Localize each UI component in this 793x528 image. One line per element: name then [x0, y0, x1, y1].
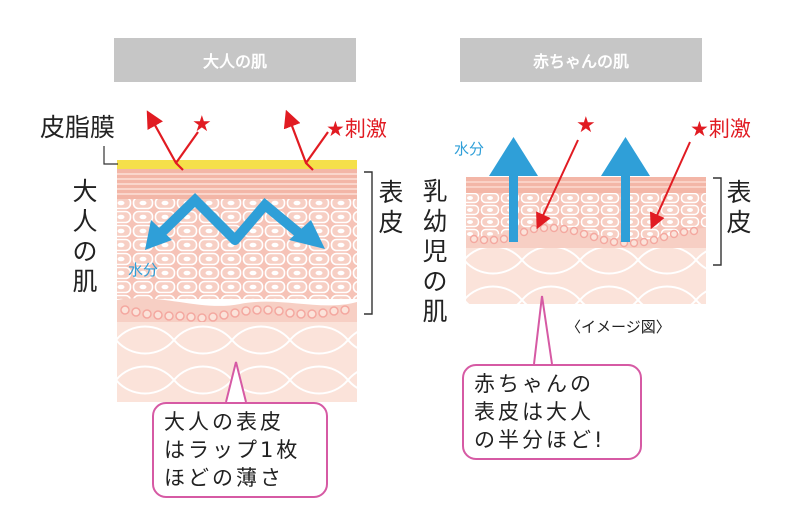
adult-water-label: 水分 [128, 261, 159, 279]
baby-callout-pointer [533, 295, 553, 365]
adult-callout-line-2: はラップ1枚 [164, 438, 301, 462]
baby-skin-block [466, 177, 706, 304]
adult-side-char-4: 肌 [72, 267, 98, 296]
baby-side-char-4: の [422, 267, 448, 296]
baby-epidermis-label: 表 皮 [724, 178, 754, 238]
adult-callout: 大人の表皮 はラップ1枚 ほどの薄さ [152, 402, 328, 498]
baby-side-char-1: 乳 [422, 177, 448, 206]
adult-water-arrowhead-right [289, 220, 325, 249]
baby-stratum-corneum [466, 177, 706, 193]
adult-callout-pointer [225, 361, 247, 403]
adult-sebum-layer [117, 160, 357, 169]
adult-epidermis-bracket [364, 171, 373, 315]
baby-water-label: 水分 [454, 140, 485, 158]
adult-side-char-3: の [72, 237, 98, 266]
adult-skin-header: 大人の肌 [114, 38, 356, 82]
adult-skin-side-label: 大 人 の 肌 [70, 177, 100, 297]
baby-side-char-3: 児 [422, 237, 448, 266]
image-diagram-note: 〈イメージ図〉 [566, 318, 671, 336]
baby-skin-header: 赤ちゃんの肌 [460, 38, 702, 82]
baby-epidermis-bracket [713, 177, 722, 266]
adult-stimulus-star: ★ [192, 112, 212, 137]
baby-callout: 赤ちゃんの 表皮は大人 の半分ほど! [462, 364, 642, 460]
baby-stimulus-arrows [536, 139, 691, 230]
baby-callout-line-2: 表皮は大人 [474, 400, 594, 424]
baby-callout-line-1: 赤ちゃんの [474, 372, 594, 396]
adult-water-arrowhead-left [145, 220, 172, 250]
baby-side-char-5: 肌 [422, 297, 448, 326]
adult-stimulus-arrows [146, 109, 329, 171]
adult-side-char-2: 人 [72, 207, 98, 236]
baby-epidermis-char-1: 表 [726, 178, 752, 207]
adult-callout-line-3: ほどの薄さ [164, 466, 284, 490]
adult-epidermis-label: 表 皮 [376, 178, 406, 238]
adult-callout-line-1: 大人の表皮 [164, 410, 284, 434]
baby-stimulus-label: ★刺激 [690, 117, 751, 141]
adult-skin-block [117, 160, 357, 402]
adult-epidermis-char-2: 皮 [378, 208, 404, 237]
sebum-membrane-label: 皮脂膜 [40, 113, 116, 142]
baby-callout-line-3: の半分ほど! [474, 428, 606, 452]
baby-side-char-2: 幼 [422, 207, 448, 236]
sebum-leader-line [103, 146, 118, 165]
baby-dermis [466, 248, 706, 304]
baby-skin-side-label: 乳 幼 児 の 肌 [420, 177, 450, 327]
adult-epidermis-char-1: 表 [378, 178, 404, 207]
baby-stimulus-star: ★ [576, 113, 596, 138]
adult-stimulus-label: ★刺激 [326, 117, 387, 141]
baby-water-arrows [489, 137, 650, 242]
adult-water-arrows [155, 192, 305, 245]
baby-epidermis-char-2: 皮 [726, 208, 752, 237]
adult-cell-layer [117, 199, 357, 299]
adult-side-char-1: 大 [72, 177, 98, 206]
